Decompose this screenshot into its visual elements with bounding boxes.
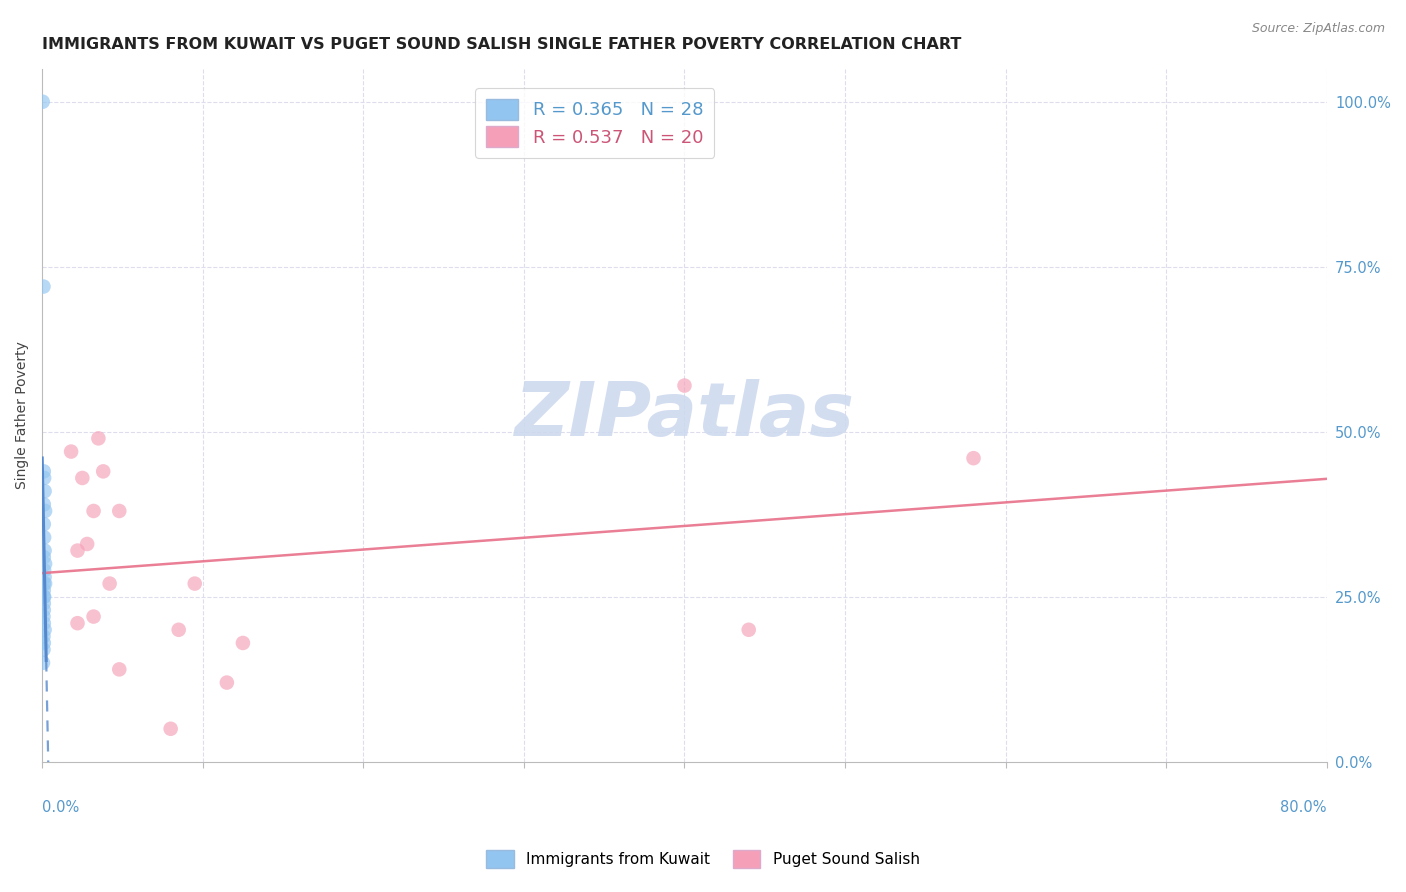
Point: [32, 517, 55, 532]
Point: [32, 471, 55, 485]
Point: [673, 378, 696, 392]
Point: [32, 609, 55, 624]
Point: [32, 656, 55, 670]
Point: [72, 471, 94, 485]
Point: [32, 279, 55, 293]
Point: [60, 444, 83, 458]
Legend: Immigrants from Kuwait, Puget Sound Salish: Immigrants from Kuwait, Puget Sound Sali…: [481, 844, 925, 873]
Point: [34, 484, 56, 499]
Point: [32, 636, 55, 650]
Point: [32, 603, 55, 617]
Point: [184, 576, 207, 591]
Legend: R = 0.365   N = 28, R = 0.537   N = 20: R = 0.365 N = 28, R = 0.537 N = 20: [475, 88, 714, 158]
Point: [32, 642, 55, 657]
Point: [66, 543, 89, 558]
Point: [32, 550, 55, 565]
Point: [32, 596, 55, 610]
Text: Source: ZipAtlas.com: Source: ZipAtlas.com: [1251, 22, 1385, 36]
Point: [83, 609, 105, 624]
Point: [108, 504, 131, 518]
Point: [34, 504, 56, 518]
Point: [87, 431, 110, 445]
Point: [34, 576, 56, 591]
Point: [76, 537, 98, 551]
Point: [232, 636, 254, 650]
Point: [32, 590, 55, 604]
Point: [34, 623, 56, 637]
Text: ZIPatlas: ZIPatlas: [515, 379, 855, 451]
Point: [34, 557, 56, 571]
Text: 0.0%: 0.0%: [42, 800, 80, 815]
Point: [32, 629, 55, 643]
Point: [32, 497, 55, 511]
Point: [159, 722, 181, 736]
Point: [215, 675, 238, 690]
Point: [31, 95, 53, 109]
Text: IMMIGRANTS FROM KUWAIT VS PUGET SOUND SALISH SINGLE FATHER POVERTY CORRELATION C: IMMIGRANTS FROM KUWAIT VS PUGET SOUND SA…: [42, 37, 962, 53]
Point: [66, 616, 89, 631]
Text: 80.0%: 80.0%: [1281, 800, 1327, 815]
Point: [32, 576, 55, 591]
Point: [98, 576, 121, 591]
Point: [167, 623, 190, 637]
Point: [91, 464, 114, 478]
Point: [962, 451, 984, 466]
Point: [32, 583, 55, 598]
Point: [32, 563, 55, 577]
Y-axis label: Single Father Poverty: Single Father Poverty: [15, 342, 30, 489]
Point: [32, 616, 55, 631]
Point: [32, 590, 55, 604]
Point: [738, 623, 761, 637]
Point: [32, 530, 55, 544]
Point: [34, 570, 56, 584]
Point: [34, 543, 56, 558]
Point: [108, 662, 131, 676]
Point: [83, 504, 105, 518]
Point: [32, 464, 55, 478]
